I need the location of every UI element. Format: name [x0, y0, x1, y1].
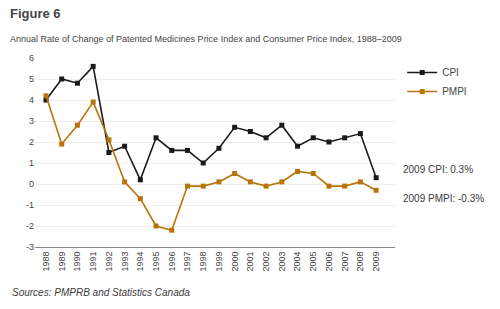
svg-text:2005: 2005 [308, 252, 318, 272]
svg-text:Sources: PMPRB and Statistics: Sources: PMPRB and Statistics Canada [12, 287, 190, 298]
svg-text:1988: 1988 [41, 252, 51, 272]
svg-text:1994: 1994 [135, 252, 145, 272]
svg-text:Figure 6: Figure 6 [10, 6, 61, 21]
svg-text:1991: 1991 [88, 252, 98, 272]
svg-text:2008: 2008 [355, 252, 365, 272]
svg-text:3: 3 [29, 116, 34, 126]
svg-text:2009 PMPI: -0.3%: 2009 PMPI: -0.3% [403, 193, 484, 204]
svg-text:2002: 2002 [261, 252, 271, 272]
svg-text:1998: 1998 [198, 252, 208, 272]
svg-text:2: 2 [29, 137, 34, 147]
svg-text:2004: 2004 [292, 252, 302, 272]
svg-text:4: 4 [29, 95, 34, 105]
svg-text:2006: 2006 [324, 252, 334, 272]
svg-text:PMPI: PMPI [442, 86, 466, 97]
svg-text:6: 6 [29, 53, 34, 63]
svg-text:2007: 2007 [340, 252, 350, 272]
svg-text:1995: 1995 [151, 252, 161, 272]
svg-text:1999: 1999 [214, 252, 224, 272]
svg-text:1: 1 [29, 158, 34, 168]
svg-text:2009: 2009 [371, 252, 381, 272]
svg-text:2003: 2003 [277, 252, 287, 272]
svg-text:1993: 1993 [120, 252, 130, 272]
svg-text:1997: 1997 [182, 252, 192, 272]
svg-text:Annual Rate of Change of Paten: Annual Rate of Change of Patented Medici… [10, 34, 402, 44]
svg-text:-1: -1 [26, 200, 34, 210]
svg-text:2009 CPI: 0.3%: 2009 CPI: 0.3% [403, 164, 473, 175]
svg-text:0: 0 [29, 179, 34, 189]
svg-text:CPI: CPI [442, 67, 459, 78]
svg-text:2001: 2001 [245, 252, 255, 272]
svg-text:2000: 2000 [230, 252, 240, 272]
svg-text:1989: 1989 [57, 252, 67, 272]
svg-text:1990: 1990 [72, 252, 82, 272]
svg-text:-3: -3 [26, 242, 34, 252]
svg-text:1996: 1996 [167, 252, 177, 272]
svg-text:5: 5 [29, 74, 34, 84]
svg-text:1992: 1992 [104, 252, 114, 272]
svg-text:-2: -2 [26, 221, 34, 231]
